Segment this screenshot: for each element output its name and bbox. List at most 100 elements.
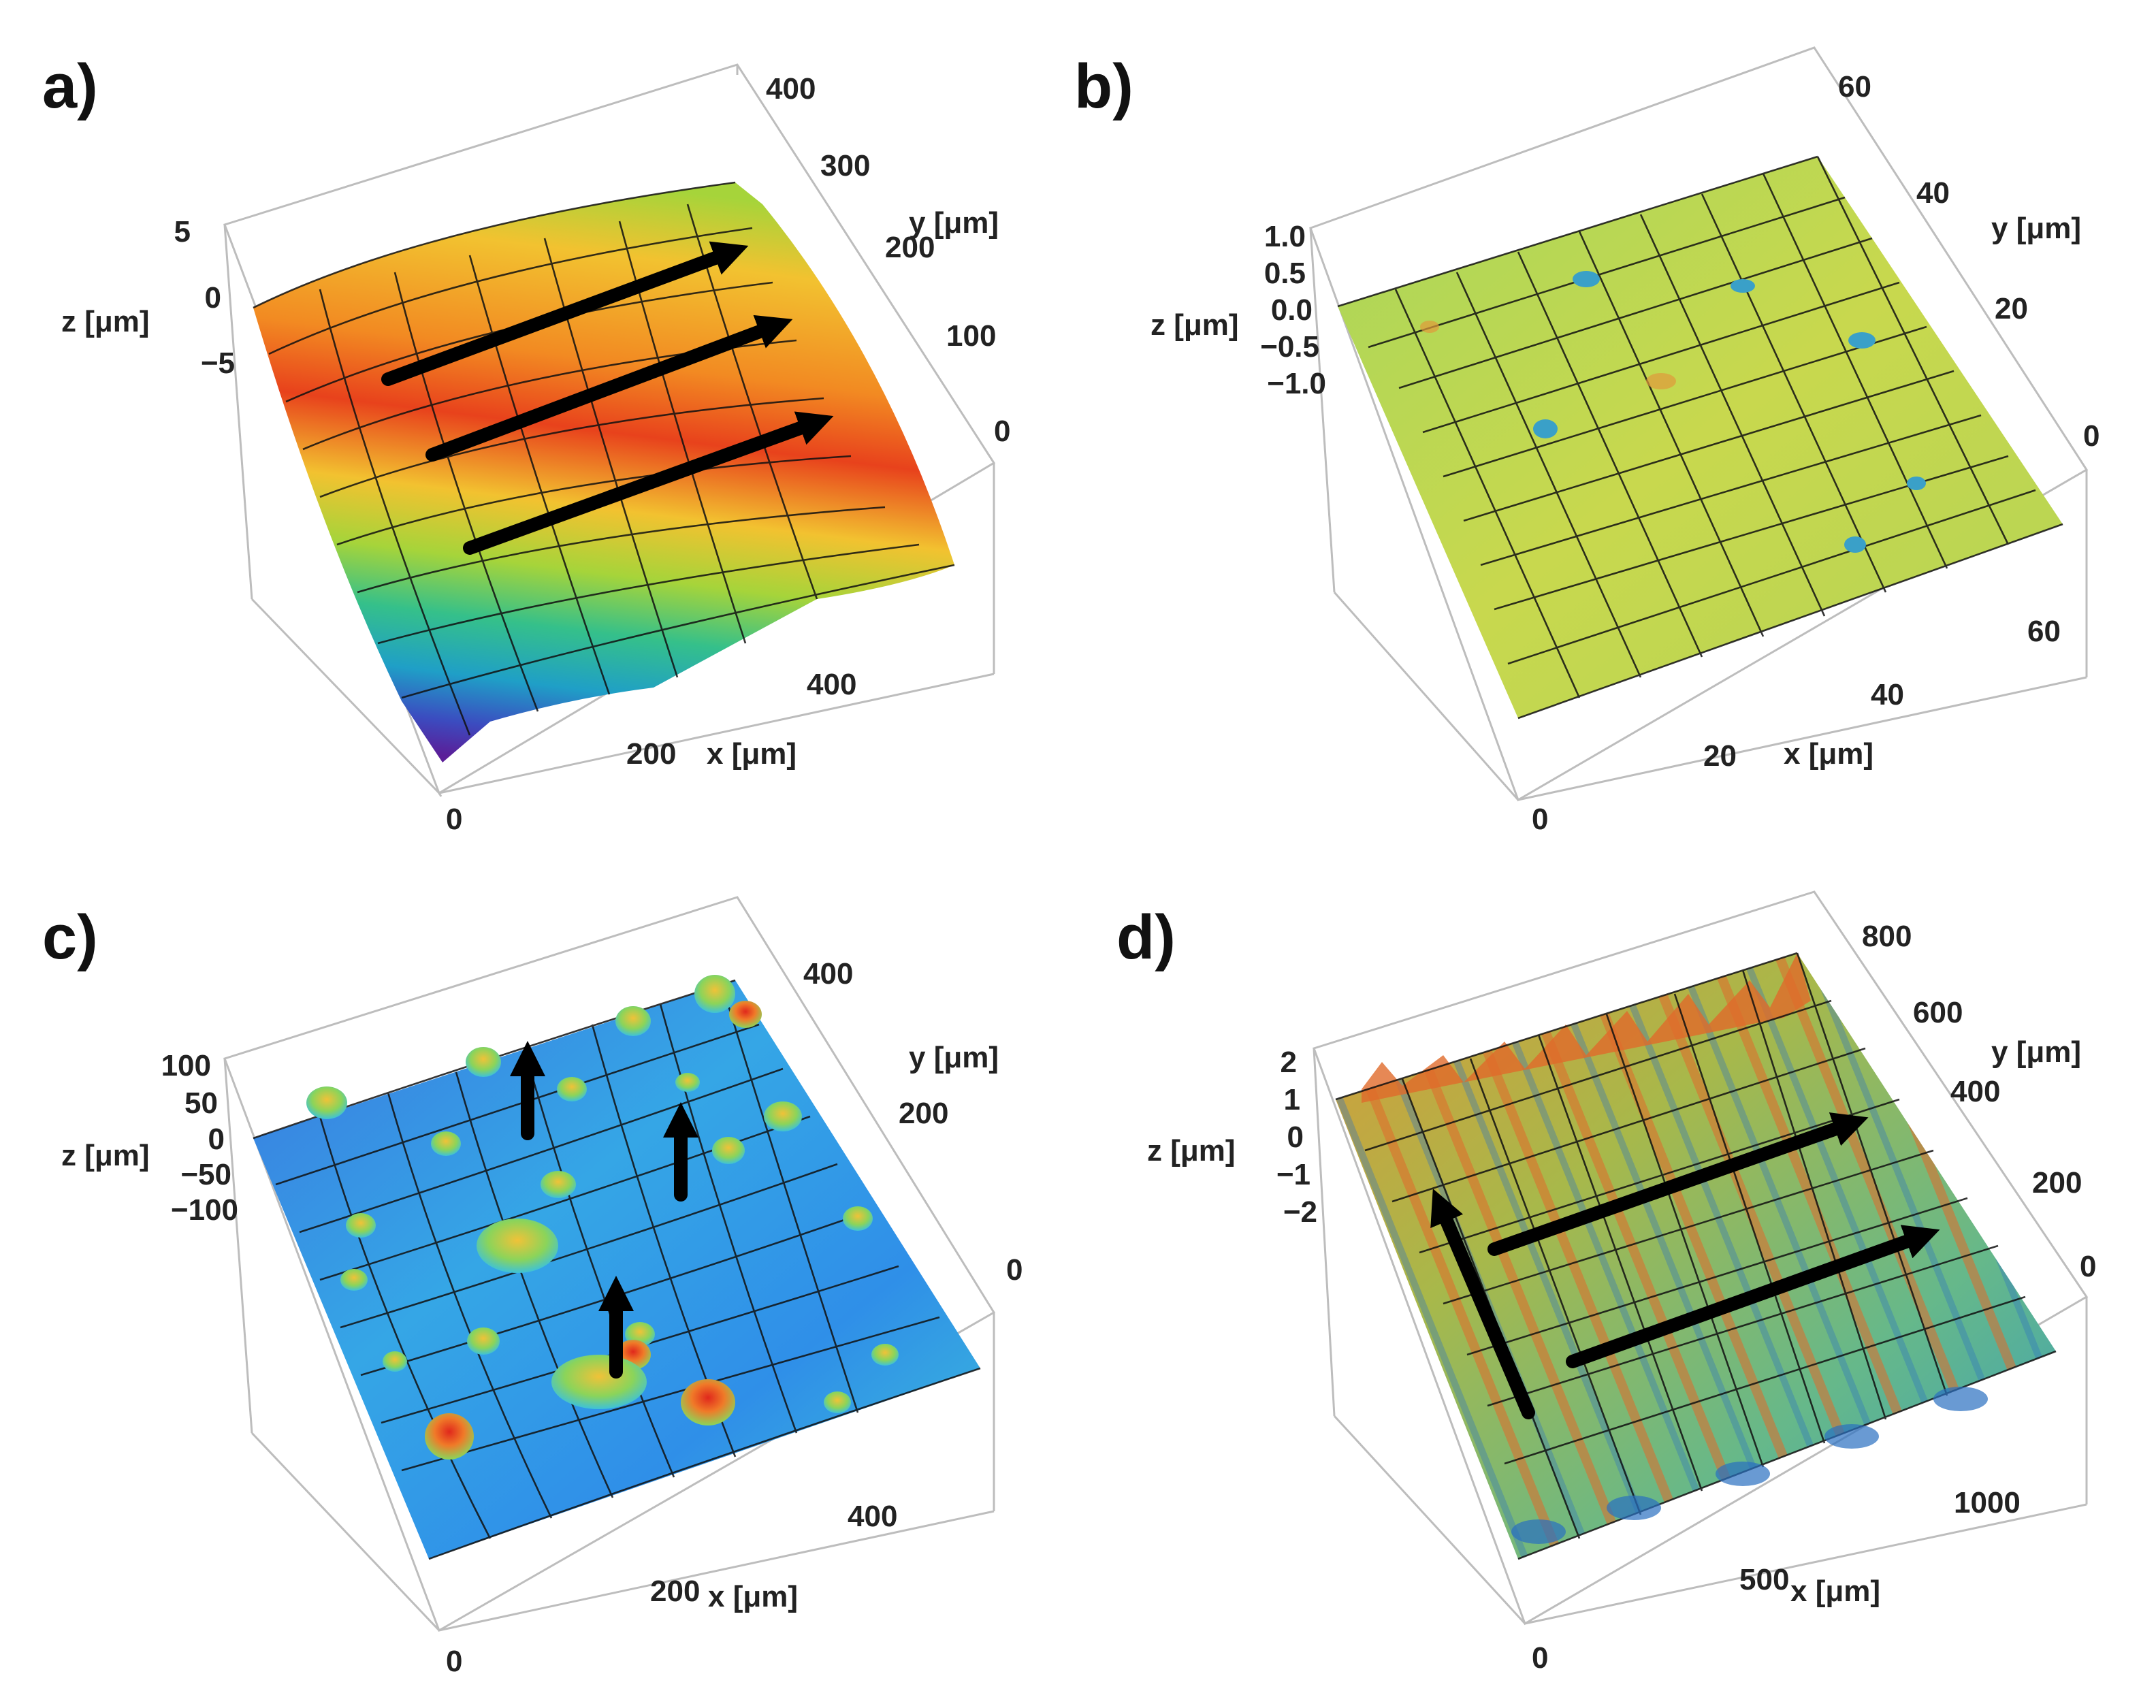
panel-c-z-tick: −50 bbox=[180, 1158, 231, 1191]
panel-c-arrows bbox=[510, 1041, 698, 1379]
panel-d-z-ticks: 2 1 0 −1 −2 bbox=[1276, 1046, 1317, 1229]
panel-a-y-axis-label: y [μm] bbox=[909, 206, 999, 240]
panel-b-x-ticks: 0 20 40 60 bbox=[1532, 615, 2061, 836]
panel-b: b) bbox=[1074, 46, 2099, 836]
panel-c-y-tick: 200 bbox=[899, 1097, 948, 1130]
panel-d-x-tick: 1000 bbox=[1954, 1486, 2021, 1519]
panel-d-ridges bbox=[1336, 953, 2056, 1559]
panel-d-z-tick: 0 bbox=[1287, 1121, 1304, 1154]
panel-a-x-axis-label: x [μm] bbox=[707, 737, 797, 771]
panel-d-valleys bbox=[1511, 1387, 1988, 1544]
panel-c-x-ticks: 0 200 400 bbox=[446, 1500, 897, 1678]
panel-b-label: b) bbox=[1074, 52, 1133, 121]
panel-b-x-tick: 20 bbox=[1703, 739, 1737, 773]
panel-a-arrow-1 bbox=[381, 241, 749, 386]
panel-d-arrow-3 bbox=[1430, 1189, 1535, 1419]
panel-b-z-axis-label: z [μm] bbox=[1151, 308, 1239, 342]
panel-a-y-tick: 400 bbox=[766, 72, 816, 106]
panel-c-x-tick: 0 bbox=[446, 1645, 462, 1678]
panel-b-z-tick: 1.0 bbox=[1264, 220, 1306, 253]
panel-c-bumps bbox=[306, 975, 899, 1460]
panel-c-y-tick: 400 bbox=[803, 957, 853, 990]
panel-b-pits bbox=[1420, 271, 1926, 553]
panel-b-x-tick: 40 bbox=[1871, 678, 1904, 711]
panel-a-y-tick: 100 bbox=[946, 319, 996, 353]
panel-d-y-tick: 800 bbox=[1862, 920, 1912, 953]
panel-a-y-tick: 300 bbox=[820, 149, 870, 182]
panel-c-bounding-box bbox=[223, 896, 996, 1632]
panel-d: d) bbox=[1116, 890, 2096, 1675]
panel-a-x-ticks: 0 200 400 bbox=[446, 668, 856, 836]
panel-b-bounding-box bbox=[1309, 46, 2089, 802]
panel-a-x-tick: 0 bbox=[446, 803, 462, 836]
panel-d-z-axis-label: z [μm] bbox=[1147, 1134, 1236, 1167]
panel-b-y-tick: 40 bbox=[1916, 176, 1950, 210]
panel-b-x-axis-label: x [μm] bbox=[1784, 737, 1873, 771]
panel-a-z-axis-label: z [μm] bbox=[61, 305, 150, 338]
panel-d-z-tick: 2 bbox=[1281, 1046, 1297, 1079]
panel-d-z-tick: 1 bbox=[1284, 1083, 1300, 1116]
panel-a-z-tick: −5 bbox=[201, 347, 235, 380]
panel-a-z-tick: 5 bbox=[174, 215, 191, 248]
panel-d-y-tick: 400 bbox=[1950, 1075, 2000, 1108]
panel-c-y-tick: 0 bbox=[1006, 1253, 1023, 1287]
panel-c-z-tick: 50 bbox=[184, 1086, 218, 1120]
panel-a-arrows bbox=[381, 241, 834, 555]
panel-b-y-tick: 0 bbox=[2083, 419, 2099, 453]
panel-c-z-tick: 0 bbox=[208, 1123, 225, 1156]
panel-a-y-ticks: 0 100 200 300 400 bbox=[766, 72, 1010, 448]
panel-b-z-tick: −0.5 bbox=[1260, 330, 1319, 364]
panel-d-x-axis-label: x [μm] bbox=[1790, 1575, 1880, 1608]
panel-d-y-tick: 200 bbox=[2032, 1166, 2082, 1199]
panel-b-z-tick: −1.0 bbox=[1267, 367, 1326, 400]
panel-b-y-axis-label: y [μm] bbox=[1991, 212, 2081, 245]
panel-a-arrow-2 bbox=[425, 315, 793, 462]
panel-c-z-tick: 100 bbox=[161, 1049, 211, 1082]
panel-a: a) bbox=[42, 52, 1010, 836]
panel-c-surface bbox=[253, 980, 980, 1559]
panel-a-y-tick: 0 bbox=[994, 415, 1010, 448]
panel-b-z-ticks: 1.0 0.5 0.0 −0.5 −1.0 bbox=[1260, 220, 1326, 400]
panel-b-y-tick: 20 bbox=[1995, 292, 2028, 325]
panel-b-x-tick: 0 bbox=[1532, 803, 1548, 836]
panel-d-y-axis-label: y [μm] bbox=[1991, 1035, 2081, 1069]
panel-c: c) bbox=[42, 896, 1023, 1678]
panel-d-x-tick: 0 bbox=[1532, 1641, 1548, 1675]
panel-d-grid bbox=[1335, 952, 2057, 1560]
panel-b-z-tick: 0.5 bbox=[1264, 257, 1306, 290]
panel-c-z-tick: −100 bbox=[171, 1193, 238, 1227]
panel-b-surface bbox=[1338, 157, 2063, 718]
panel-d-z-tick: −1 bbox=[1276, 1158, 1310, 1191]
panel-d-z-tick: −2 bbox=[1283, 1195, 1317, 1229]
panel-c-y-ticks: 0 200 400 bbox=[803, 957, 1023, 1287]
panel-d-arrow-2 bbox=[1566, 1225, 1940, 1368]
panel-d-label: d) bbox=[1116, 903, 1176, 972]
panel-c-x-tick: 400 bbox=[848, 1500, 897, 1533]
panel-a-z-ticks: 5 0 −5 bbox=[174, 215, 235, 380]
panel-d-bounding-box bbox=[1313, 890, 2089, 1626]
panel-a-label: a) bbox=[42, 52, 98, 121]
panel-c-z-ticks: 100 50 0 −50 −100 bbox=[161, 1049, 238, 1227]
panel-b-y-tick: 60 bbox=[1838, 70, 1871, 103]
panel-d-y-tick: 0 bbox=[2080, 1250, 2096, 1283]
panel-b-z-tick: 0.0 bbox=[1271, 293, 1313, 327]
panel-c-label: c) bbox=[42, 903, 98, 972]
panel-d-y-ticks: 0 200 400 600 800 bbox=[1862, 920, 2096, 1283]
panel-a-arrow-3 bbox=[463, 411, 834, 555]
panel-b-y-ticks: 0 20 40 60 bbox=[1838, 70, 2099, 453]
panel-c-x-tick: 200 bbox=[650, 1575, 700, 1608]
panel-a-x-tick: 400 bbox=[807, 668, 856, 701]
panel-c-x-axis-label: x [μm] bbox=[708, 1580, 798, 1613]
panel-a-y-tick: 200 bbox=[885, 231, 935, 264]
panel-b-x-tick: 60 bbox=[2027, 615, 2061, 648]
panel-a-z-tick: 0 bbox=[205, 281, 221, 315]
panel-d-x-tick: 500 bbox=[1739, 1563, 1789, 1596]
panel-d-arrow-1 bbox=[1487, 1112, 1869, 1256]
panel-a-x-tick: 200 bbox=[626, 737, 676, 771]
panel-c-z-axis-label: z [μm] bbox=[61, 1139, 150, 1172]
panel-d-x-ticks: 0 500 1000 bbox=[1532, 1486, 2021, 1675]
panel-d-y-tick: 600 bbox=[1913, 996, 1963, 1029]
panel-d-arrows bbox=[1430, 1112, 1940, 1419]
panel-c-grid bbox=[253, 979, 981, 1560]
